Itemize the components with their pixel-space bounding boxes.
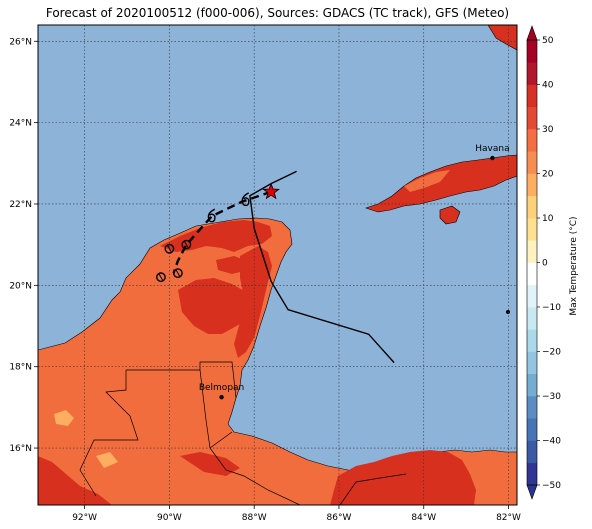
y-tick-label: 16°N	[9, 444, 32, 454]
land-hot-zone-guatemala	[38, 456, 112, 505]
colorbar-tick-label: 30	[542, 125, 554, 135]
storm-past-track	[249, 170, 395, 364]
land-hot-zone-central	[178, 278, 250, 334]
x-tick-label: 92°W	[72, 513, 97, 523]
y-tick-label: 20°N	[9, 281, 32, 291]
x-tick-label: 86°W	[327, 513, 352, 523]
colorbar-segment	[527, 418, 537, 441]
x-tick-label: 82°W	[496, 513, 521, 523]
colorbar-segment	[527, 329, 537, 352]
colorbar-tick-label: 20	[542, 170, 554, 180]
x-tick-label: 84°W	[411, 513, 436, 523]
track-point-tick	[158, 273, 164, 281]
land-florida	[487, 25, 517, 51]
colorbar-label: Max Temperature (°C)	[569, 216, 579, 315]
border-guatemala	[79, 370, 139, 497]
colorbar-tick-label: −40	[542, 437, 561, 447]
colorbar-min-extension	[526, 484, 538, 500]
map-title: Forecast of 2020100512 (f000-006), Sourc…	[45, 6, 510, 20]
track-point-tick	[166, 244, 172, 253]
colorbar-segment	[527, 218, 537, 241]
colorbar-segment	[527, 106, 537, 130]
y-tick-label: 26°N	[9, 37, 32, 47]
colorbar-segment	[527, 129, 537, 152]
land-hot-zone-honduras	[330, 450, 476, 505]
track-point-tick	[175, 269, 181, 277]
land-mild-patch	[54, 410, 74, 426]
land-cuba-warm	[404, 170, 450, 192]
colorbar-segment	[527, 84, 537, 108]
land-mild-patch-2	[96, 452, 118, 468]
x-tick-label: 90°W	[157, 513, 182, 523]
track-point-cyclone-symbol	[241, 192, 250, 207]
colorbar-tick-label: −10	[542, 303, 561, 313]
y-tick-label: 24°N	[9, 119, 32, 129]
track-point-circle	[164, 243, 175, 254]
colorbar-segment	[527, 151, 537, 174]
colorbar-tick-label: 10	[542, 214, 554, 224]
land-isla-juventud	[439, 205, 461, 225]
small-island	[506, 310, 510, 314]
colorbar-segment	[527, 173, 537, 197]
colorbar-tick-label: 50	[542, 36, 554, 46]
track-point-circle	[172, 268, 183, 279]
storm-forecast-track	[172, 190, 272, 274]
city-dot	[490, 155, 495, 161]
colorbar-segment	[527, 396, 537, 419]
colorbar-tick-label: −30	[542, 392, 561, 402]
land-hot-zone-west	[216, 256, 250, 274]
colorbar-segment	[527, 62, 537, 85]
track-point-circle	[181, 239, 192, 250]
y-tick-label: 22°N	[9, 200, 32, 210]
colorbar-tick-label: 40	[542, 81, 554, 91]
colorbar-max-extension	[526, 25, 538, 41]
colorbar-segment	[527, 262, 537, 286]
land-cuba	[365, 154, 517, 213]
storm-current-position-star[interactable]	[262, 182, 280, 200]
colorbar-tick-label: −50	[542, 481, 561, 491]
land-hot-zone-small	[180, 452, 240, 476]
colorbar-segment	[527, 307, 537, 330]
colorbar-segment	[527, 351, 537, 375]
axis-ticks: 92°W 90°W 88°W 86°W 84°W 82°W 16°N 18°N 20°N 22°N…	[9, 37, 521, 523]
storm-track-symbols	[156, 192, 250, 283]
land-hot-zone-east	[234, 246, 272, 358]
land-hot-zone-north	[160, 220, 272, 252]
x-tick-label: 88°W	[242, 513, 267, 523]
track-point-cyclone-symbol	[207, 208, 216, 223]
colorbar-segment	[527, 440, 537, 464]
colorbar-segment	[527, 195, 537, 219]
colorbar-segment	[527, 240, 537, 263]
graticule	[38, 25, 517, 505]
y-tick-label: 18°N	[9, 363, 32, 373]
city-label: Havana	[475, 144, 509, 154]
track-point-tick	[183, 240, 189, 249]
map-layers: Havana Belmopan	[38, 25, 517, 505]
colorbar-segment	[527, 462, 537, 486]
border-belize-guatemala	[199, 369, 233, 449]
city-dot	[219, 395, 224, 400]
colorbar-segment	[527, 373, 537, 397]
border-mexico-belize	[126, 361, 237, 399]
temperature-colorbar: 50 40 30 20 10 0 −10 −20 −30 −40 −50	[526, 25, 561, 500]
city-label: Belmopan	[199, 383, 244, 393]
colorbar-tick-label: 0	[542, 259, 548, 269]
colorbar-tick-label: −20	[542, 348, 561, 358]
border-nicaragua	[339, 473, 407, 505]
colorbar-segment	[527, 40, 537, 63]
track-point-circle	[156, 272, 166, 283]
city-markers: Havana Belmopan	[199, 144, 510, 400]
border-honduras	[209, 447, 301, 505]
map-frame	[37, 24, 518, 506]
colorbar-segment	[527, 284, 537, 308]
